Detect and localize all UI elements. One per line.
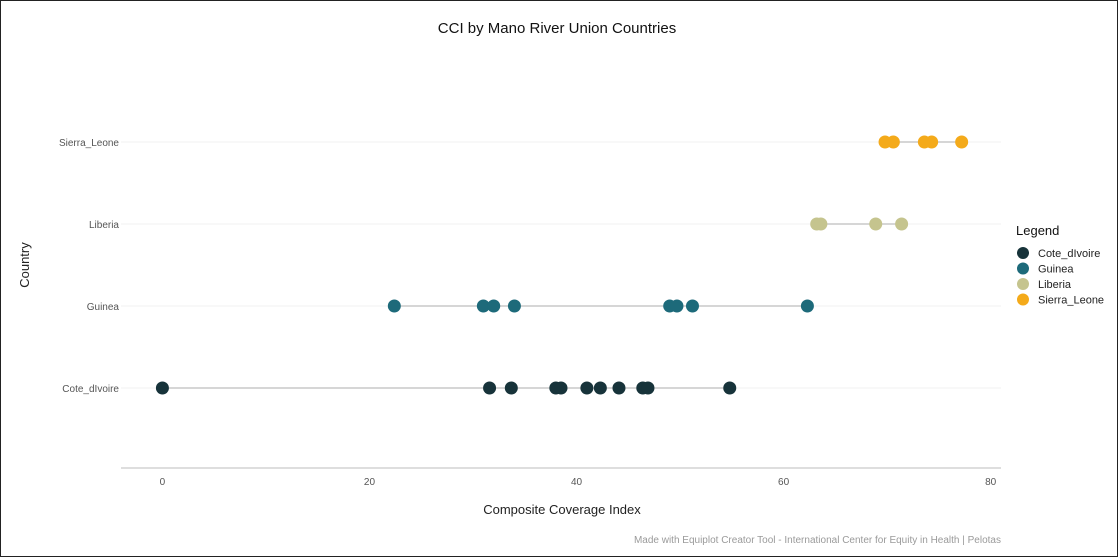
point-Cote_dIvoire-4 bbox=[554, 381, 568, 395]
legend-swatch-Cote_dIvoire bbox=[1017, 247, 1029, 259]
point-Liberia-1 bbox=[814, 217, 828, 231]
chart-title: CCI by Mano River Union Countries bbox=[438, 20, 676, 37]
point-Cote_dIvoire-10 bbox=[723, 381, 737, 395]
point-Cote_dIvoire-1 bbox=[483, 381, 497, 395]
x-tick-label-40: 40 bbox=[571, 477, 583, 488]
x-tick-label-60: 60 bbox=[778, 477, 790, 488]
point-Cote_dIvoire-6 bbox=[593, 381, 607, 395]
y-tick-label-Liberia: Liberia bbox=[89, 220, 119, 231]
x-tick-label-80: 80 bbox=[985, 477, 997, 488]
legend-label-Cote_dIvoire: Cote_dIvoire bbox=[1038, 248, 1100, 260]
point-Guinea-1 bbox=[476, 299, 490, 313]
point-Liberia-3 bbox=[895, 217, 909, 231]
legend-label-Guinea: Guinea bbox=[1038, 264, 1074, 276]
point-Guinea-2 bbox=[487, 299, 501, 313]
y-tick-label-Guinea: Guinea bbox=[87, 302, 120, 313]
x-axis-label: Composite Coverage Index bbox=[483, 502, 641, 517]
x-tick-label-0: 0 bbox=[160, 477, 166, 488]
gridlines bbox=[121, 141, 1001, 389]
y-tick-labels: Cote_dIvoire Guinea Liberia Sierra_Leone bbox=[59, 138, 119, 395]
y-tick-label-Cote_dIvoire: Cote_dIvoire bbox=[62, 384, 119, 395]
data-points bbox=[155, 135, 969, 395]
legend-swatch-Guinea bbox=[1017, 262, 1029, 275]
legend-label-Sierra_Leone: Sierra_Leone bbox=[1038, 295, 1104, 307]
point-Liberia-2 bbox=[869, 217, 883, 231]
point-Sierra_Leone-3 bbox=[925, 135, 939, 149]
point-Guinea-6 bbox=[685, 299, 699, 313]
legend-label-Liberia: Liberia bbox=[1038, 279, 1072, 291]
legend-title: Legend bbox=[1016, 223, 1059, 238]
point-Cote_dIvoire-5 bbox=[580, 381, 594, 395]
point-Sierra_Leone-4 bbox=[955, 135, 969, 149]
point-Guinea-3 bbox=[507, 299, 521, 313]
point-Guinea-7 bbox=[800, 299, 814, 313]
point-Cote_dIvoire-2 bbox=[504, 381, 518, 395]
point-Guinea-0 bbox=[387, 299, 401, 313]
point-Guinea-5 bbox=[670, 299, 684, 313]
range-lines bbox=[162, 141, 962, 389]
y-tick-label-Sierra_Leone: Sierra_Leone bbox=[59, 138, 119, 149]
chart-caption: Made with Equiplot Creator Tool - Intern… bbox=[634, 535, 1001, 546]
legend-swatch-Liberia bbox=[1017, 278, 1029, 290]
point-Cote_dIvoire-7 bbox=[612, 381, 626, 395]
x-tick-labels: 0 20 40 60 80 bbox=[160, 477, 997, 488]
y-axis-label: Country bbox=[17, 242, 32, 288]
legend-swatch-Sierra_Leone bbox=[1017, 293, 1029, 306]
point-Cote_dIvoire-9 bbox=[641, 381, 655, 395]
x-tick-label-20: 20 bbox=[364, 477, 376, 488]
legend: Legend Cote_dIvoire Guinea Liberia Sierra_L… bbox=[1016, 223, 1104, 307]
point-Sierra_Leone-1 bbox=[886, 135, 900, 149]
point-Cote_dIvoire-0 bbox=[155, 381, 169, 395]
